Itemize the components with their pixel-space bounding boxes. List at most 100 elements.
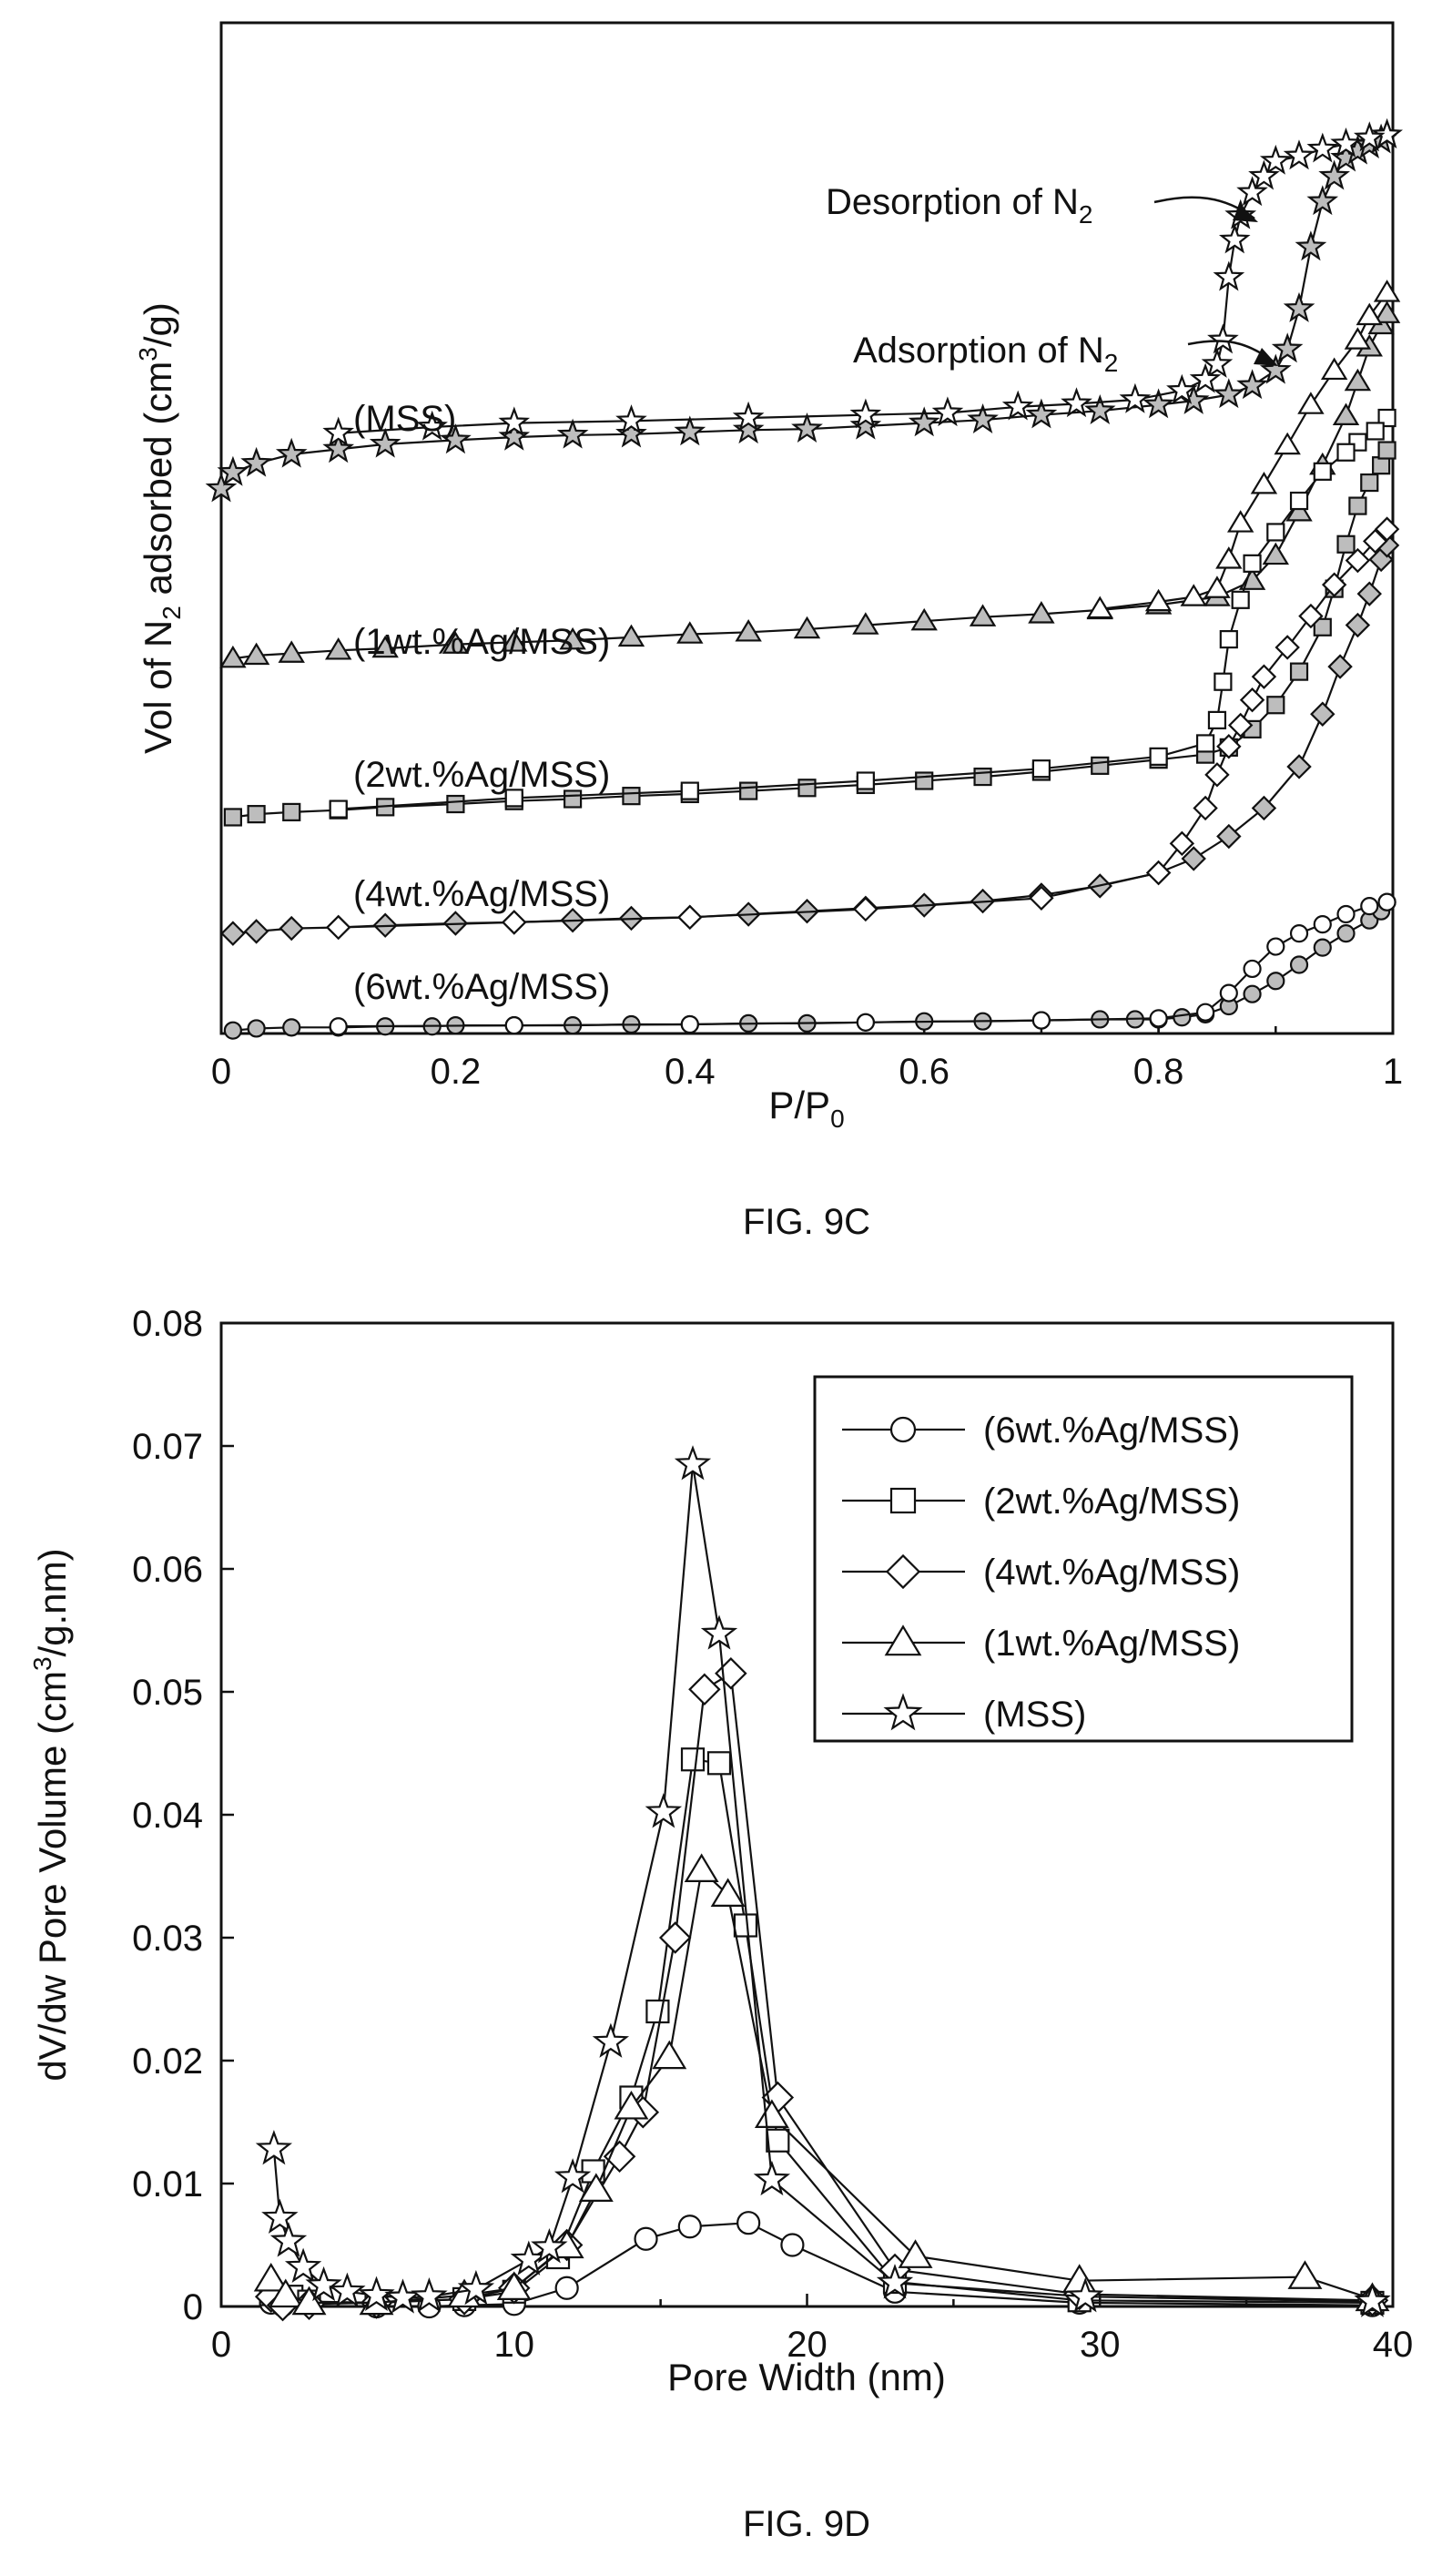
pore-6wt-ag-mss-point xyxy=(554,2276,579,2300)
isotherm-4wt-ag-mss-adsorption-point xyxy=(1327,654,1353,679)
isotherm-4wt-ag-mss-adsorption-point xyxy=(1345,612,1371,638)
isotherm-4wt-ag-mss-desorption-point xyxy=(1362,528,1388,555)
isotherm-4wt-ag-mss-desorption-point xyxy=(1298,603,1324,629)
isotherm-x-tick-label: 0 xyxy=(211,1052,231,1092)
pore-mss-point xyxy=(261,2198,299,2235)
isotherm-mss-adsorption-point xyxy=(1083,393,1116,425)
isotherm-6wt-ag-mss-adsorption-point xyxy=(247,1019,266,1038)
isotherm-mss-adsorption-point xyxy=(908,406,940,437)
isotherm-1wt-ag-mss-adsorption-point xyxy=(1373,300,1401,323)
isotherm-mss-desorption-point xyxy=(1371,117,1403,148)
pore-mss-point xyxy=(531,2227,568,2264)
isotherm-2wt-ag-mss-desorption-point xyxy=(1366,422,1385,441)
pore-mss-point xyxy=(411,2276,448,2313)
isotherm-1wt-ag-mss-desorption-point xyxy=(1226,510,1254,533)
isotherm-2wt-ag-mss-adsorption-point xyxy=(1091,756,1110,775)
isotherm-2wt-ag-mss-adsorption-point xyxy=(247,805,266,824)
isotherm-6wt-ag-mss-series xyxy=(223,892,1396,1040)
pore-1wt-ag-mss-point xyxy=(496,2271,532,2300)
isotherm-2wt-ag-mss-adsorption-point xyxy=(446,794,465,814)
isotherm-1wt-ag-mss-adsorption-point xyxy=(793,616,821,639)
isotherm-4wt-ag-mss-adsorption-point xyxy=(1356,581,1382,606)
isotherm-mss-adsorption-point xyxy=(1025,398,1058,429)
isotherm-mss-desorption-point xyxy=(322,416,355,447)
isotherm-1wt-ag-mss-adsorption-point xyxy=(324,637,352,660)
isotherm-4wt-ag-mss-adsorption-point xyxy=(1286,754,1312,779)
isotherm-2wt-ag-mss-adsorption-point xyxy=(1372,456,1391,475)
pore-x-ticks: 0 10 20 30 40 xyxy=(211,2294,1413,2365)
isotherm-4wt-ag-mss-desorption-point xyxy=(1374,516,1400,542)
pore-1wt-ag-mss-point xyxy=(710,1878,746,1907)
pore-4wt-ag-mss-point xyxy=(688,1673,721,1706)
fig-9c-caption: FIG. 9C xyxy=(743,1202,870,1242)
isotherm-mss-adsorption-point xyxy=(556,418,589,449)
isotherm-2wt-ag-mss-adsorption-point xyxy=(223,808,242,827)
isotherm-mss-desorption-point xyxy=(1166,373,1198,404)
isotherm-mss-adsorption-point xyxy=(1295,230,1327,261)
curve-label-6wt: (6wt.%Ag/MSS) xyxy=(353,967,610,1007)
isotherm-mss-adsorption-point xyxy=(205,472,238,503)
pore-1wt-ag-mss-line xyxy=(269,1868,1373,2304)
isotherm-1wt-ag-mss-adsorption-point xyxy=(1262,542,1290,565)
isotherm-mss-adsorption-point xyxy=(1143,388,1174,419)
isotherm-2wt-ag-mss-adsorption-point xyxy=(1266,696,1285,715)
isotherm-mss-desorption-point xyxy=(498,406,531,437)
isotherm-1wt-ag-mss-desorption-point xyxy=(1320,357,1348,381)
isotherm-1wt-ag-mss-desorption-point xyxy=(1250,471,1278,494)
pore-6wt-ag-mss-point xyxy=(677,2215,702,2239)
legend-label: (6wt.%Ag/MSS) xyxy=(983,1410,1240,1451)
isotherm-6wt-ag-mss-desorption-point xyxy=(1336,904,1356,924)
isotherm-1wt-ag-mss-adsorption-point xyxy=(617,624,645,647)
isotherm-4wt-ag-mss-adsorption-point xyxy=(1251,795,1277,821)
isotherm-4wt-ag-mss-adsorption-point xyxy=(1310,701,1336,727)
isotherm-mss-desorption-point xyxy=(931,396,964,427)
pore-y-tick-label: 0.08 xyxy=(132,1304,203,1344)
isotherm-6wt-ag-mss-desorption-point xyxy=(1313,915,1332,934)
isotherm-4wt-ag-mss-desorption-point xyxy=(1193,795,1218,821)
pore-mss-point xyxy=(255,2130,293,2165)
pore-distribution-chart: 0 10 20 30 40 00.010.020.030.040.050.060.070… xyxy=(28,1304,1413,2544)
isotherm-2wt-ag-mss-adsorption-point xyxy=(282,802,301,822)
isotherm-x-tick-label: 0.2 xyxy=(431,1052,482,1092)
isotherm-4wt-ag-mss-desorption-point xyxy=(1204,762,1230,788)
isotherm-1wt-ag-mss-desorption-point xyxy=(1297,392,1325,414)
isotherm-2wt-ag-mss-adsorption-point xyxy=(1313,617,1332,636)
isotherm-4wt-ag-mss-desorption-point xyxy=(1345,547,1371,574)
pore-1wt-ag-mss-series xyxy=(253,1853,1390,2316)
pore-1wt-ag-mss-point xyxy=(291,2286,327,2316)
isotherm-4wt-ag-mss-desorption-point xyxy=(325,914,351,941)
isotherm-4wt-ag-mss-desorption-line xyxy=(338,528,1388,929)
isotherm-6wt-ag-mss-adsorption-point xyxy=(1173,1008,1192,1027)
isotherm-2wt-ag-mss-desorption-point xyxy=(1219,629,1238,649)
isotherm-4wt-ag-mss-desorption-point xyxy=(1216,734,1242,759)
pore-mss-point xyxy=(876,2264,914,2299)
adsorption-annotation: Adsorption of N2 xyxy=(853,331,1118,377)
isotherm-1wt-ag-mss-adsorption-point xyxy=(1028,601,1055,624)
isotherm-mss-adsorption-point xyxy=(498,420,531,451)
isotherm-2wt-ag-mss-desorption-point xyxy=(1289,491,1309,511)
isotherm-mss-desorption-point xyxy=(1248,159,1280,190)
isotherm-6wt-ag-mss-desorption-point xyxy=(1243,959,1262,979)
isotherm-mss-adsorption-point xyxy=(791,412,823,443)
isotherm-1wt-ag-mss-desorption-point xyxy=(1086,596,1113,619)
isotherm-2wt-ag-mss-desorption-point xyxy=(856,771,875,790)
isotherm-1wt-ag-mss-adsorption-point xyxy=(219,645,247,668)
isotherm-6wt-ag-mss-adsorption-point xyxy=(1289,955,1309,974)
isotherm-1wt-ag-mss-desorption-point xyxy=(1356,302,1383,326)
legend-label: (4wt.%Ag/MSS) xyxy=(983,1553,1240,1593)
pore-6wt-ag-mss-point xyxy=(736,2211,761,2235)
isotherm-1wt-ag-mss-adsorption-point xyxy=(852,612,879,635)
pore-1wt-ag-mss-point xyxy=(754,2099,789,2128)
desorption-annotation: Desorption of N2 xyxy=(826,182,1093,229)
isotherm-mss-adsorption-point xyxy=(240,446,272,477)
isotherm-2wt-ag-mss-adsorption-point xyxy=(973,767,992,787)
isotherm-1wt-ag-mss-adsorption-point xyxy=(278,640,305,663)
pore-mss-point xyxy=(305,2265,342,2302)
isotherm-mss-adsorption-point xyxy=(849,409,882,440)
isotherm-mss-desorption-point xyxy=(416,410,448,441)
pore-mss-point xyxy=(554,2158,592,2194)
isotherm-4wt-ag-mss-desorption-point xyxy=(1145,860,1172,886)
isotherm-2wt-ag-mss-adsorption-point xyxy=(739,781,758,800)
pore-mss-point xyxy=(269,2222,308,2257)
